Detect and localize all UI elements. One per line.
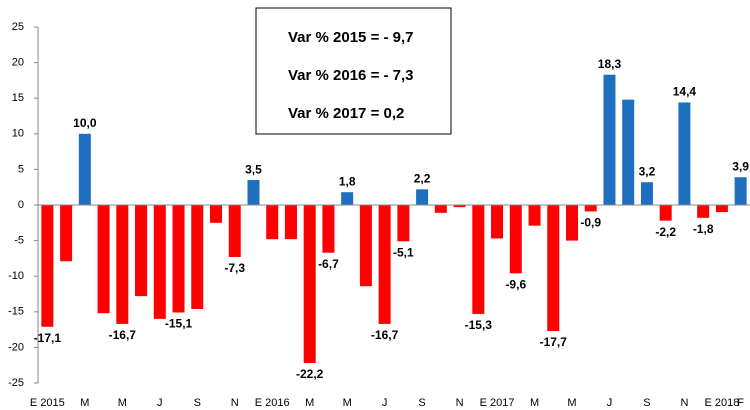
data-label: -17,7 (540, 335, 568, 349)
y-tick-label: 20 (12, 57, 24, 69)
x-tick-label: M (567, 397, 576, 409)
y-tick-label: -25 (8, 377, 24, 389)
data-label: 14,4 (673, 85, 697, 99)
data-label: -9,6 (505, 278, 526, 292)
annotation: Var % 2015 = - 9,7 (288, 29, 414, 46)
bar (153, 205, 166, 319)
bar (472, 205, 485, 314)
x-tick-label: M (305, 397, 314, 409)
bar (303, 205, 316, 364)
data-label: -16,7 (109, 328, 137, 342)
y-tick-label: 15 (12, 92, 24, 104)
bar (397, 205, 410, 242)
annotation-box (255, 7, 452, 135)
y-tick-label: -10 (8, 270, 24, 282)
data-label: 3,5 (245, 162, 262, 176)
y-tick-label: 10 (12, 128, 24, 140)
bar (266, 205, 279, 240)
x-tick-label: F (737, 397, 744, 409)
bar (416, 189, 429, 205)
annotation: Var % 2016 = - 7,3 (288, 67, 414, 84)
bar (191, 205, 204, 309)
y-tick-label: 0 (18, 199, 24, 211)
x-tick-label: E 2016 (255, 397, 290, 409)
data-label: -22,2 (296, 367, 324, 381)
x-tick-label: N (456, 397, 464, 409)
y-tick-label: -20 (8, 341, 24, 353)
bar (434, 205, 447, 213)
x-tick-label: N (680, 397, 688, 409)
data-label: -2,2 (655, 225, 676, 239)
bar (584, 205, 597, 212)
bar (172, 205, 185, 313)
y-tick-label: -15 (8, 306, 24, 318)
bar (659, 205, 672, 221)
bar (640, 182, 653, 205)
x-tick-label: M (80, 397, 89, 409)
bar (78, 133, 91, 205)
bar (60, 205, 73, 262)
data-label: 3,2 (639, 164, 656, 178)
data-label: -0,9 (580, 216, 601, 230)
data-label: -7,3 (224, 261, 245, 275)
bar (622, 99, 635, 205)
bar (509, 205, 522, 274)
bar (97, 205, 110, 314)
bar (228, 205, 241, 257)
x-tick-label: J (157, 397, 163, 409)
x-tick-label: M (530, 397, 539, 409)
bar (378, 205, 391, 324)
bar (566, 205, 578, 241)
bar (453, 205, 466, 208)
bar (322, 205, 335, 253)
data-label: -5,1 (393, 245, 414, 259)
bar (603, 74, 616, 205)
bar (715, 205, 728, 213)
data-label: 3,9 (732, 159, 749, 173)
x-tick-label: J (607, 397, 613, 409)
y-tick-label: -5 (14, 235, 24, 247)
data-label: -16,7 (371, 328, 399, 342)
data-label: 10,0 (73, 116, 97, 130)
bar (528, 205, 541, 226)
data-label: -15,1 (165, 317, 193, 331)
y-tick-label: 5 (18, 163, 24, 175)
bar (41, 205, 54, 327)
x-tick-label: N (231, 397, 239, 409)
x-tick-label: E 2017 (480, 397, 515, 409)
bar (359, 205, 372, 287)
bar (116, 205, 129, 324)
data-label: -15,3 (465, 318, 493, 332)
bar (247, 180, 260, 205)
annotation: Var % 2017 = 0,2 (288, 105, 404, 122)
bar (210, 205, 222, 223)
data-label: 1,8 (339, 174, 356, 188)
bar (341, 192, 354, 205)
bar (734, 177, 747, 205)
x-tick-label: E 2015 (30, 397, 65, 409)
x-tick-label: E 2018 (704, 397, 739, 409)
y-tick-label: 25 (12, 21, 24, 33)
bar (284, 205, 297, 240)
data-label: 2,2 (414, 172, 431, 186)
x-tick-label: M (118, 397, 127, 409)
data-label: 18,3 (598, 57, 622, 71)
bar (135, 205, 148, 297)
bar (491, 205, 504, 239)
data-label: -1,8 (693, 222, 714, 236)
bar (678, 102, 691, 205)
x-tick-label: J (382, 397, 388, 409)
data-label: -6,7 (318, 257, 339, 271)
x-tick-label: M (343, 397, 352, 409)
x-tick-label: S (418, 397, 425, 409)
bar (547, 205, 560, 332)
x-tick-label: S (194, 397, 201, 409)
x-tick-label: S (643, 397, 650, 409)
data-label: -17,1 (34, 331, 62, 345)
bar (697, 205, 710, 218)
